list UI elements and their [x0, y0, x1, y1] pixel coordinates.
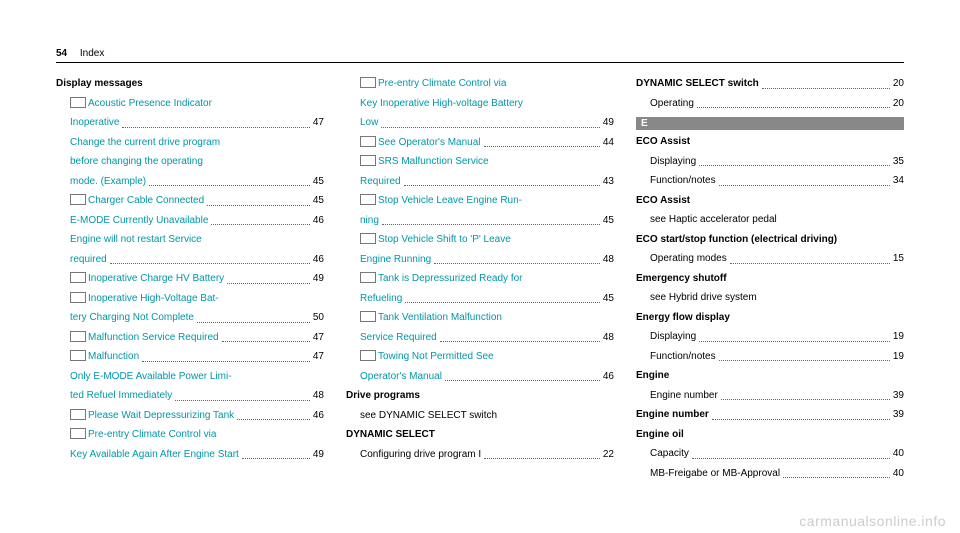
plug-icon: [70, 194, 86, 205]
index-entry: Tank is Depressurized Ready for: [346, 272, 614, 287]
see-reference: see Haptic accelerator pedal: [636, 213, 904, 228]
leader-dots: [122, 127, 309, 128]
index-entry: Inoperative47: [56, 116, 324, 131]
index-entry: tery Charging Not Complete50: [56, 311, 324, 326]
index-entry: ning45: [346, 214, 614, 229]
index-entry: Stop Vehicle Leave Engine Run‐: [346, 194, 614, 209]
index-entry: Pre-entry Climate Control via: [346, 77, 614, 92]
index-entry: Key Available Again After Engine Start49: [56, 448, 324, 463]
fuel-icon: [360, 272, 376, 283]
index-entry: Operating modes15: [636, 252, 904, 267]
index-entry: Operating20: [636, 97, 904, 112]
column-2: Pre-entry Climate Control via Key Inoper…: [346, 77, 614, 486]
index-entry: mode. (Example)45: [56, 175, 324, 190]
index-entry: Operator's Manual46: [346, 370, 614, 385]
heading-dynamic-select: DYNAMIC SELECT: [346, 428, 614, 443]
battery-icon: [70, 292, 86, 303]
index-entry: Engine number39: [636, 389, 904, 404]
index-entry: Charger Cable Connected45: [56, 194, 324, 209]
heading-eco-assist: ECO Assist: [636, 135, 904, 150]
index-entry: E-MODE Currently Unavailable46: [56, 214, 324, 229]
index-entry: MB-Freigabe or MB-Approval40: [636, 467, 904, 482]
page-title: Index: [80, 48, 104, 59]
index-entry: Refueling45: [346, 292, 614, 307]
warning-icon: [70, 97, 86, 108]
heading-energy-flow: Energy flow display: [636, 311, 904, 326]
tow-icon: [360, 350, 376, 361]
heading-engine: Engine: [636, 369, 904, 384]
index-entry: Displaying19: [636, 330, 904, 345]
heading-engine-oil: Engine oil: [636, 428, 904, 443]
climate-icon: [70, 428, 86, 439]
index-entry: Pre-entry Climate Control via: [56, 428, 324, 443]
see-reference: see Hybrid drive system: [636, 291, 904, 306]
index-entry: Engine will not restart Service: [56, 233, 324, 248]
index-entry: Inoperative Charge HV Battery49: [56, 272, 324, 287]
page-header: 54 Index: [56, 48, 904, 63]
index-entry: Service Required48: [346, 331, 614, 346]
heading-eco-start-stop: ECO start/stop function (electrical driv…: [636, 233, 904, 248]
manual-icon: [360, 136, 376, 147]
fuel-icon: [70, 409, 86, 420]
index-entry: Engine Running48: [346, 253, 614, 268]
index-entry: SRS Malfunction Service: [346, 155, 614, 170]
index-entry: Change the current drive program: [56, 136, 324, 151]
watermark: carmanualsonline.info: [799, 513, 946, 529]
section-letter-e: E: [636, 117, 904, 130]
heading-emergency-shutoff: Emergency shutoff: [636, 272, 904, 287]
index-entry: Function/notes34: [636, 174, 904, 189]
index-entry: ted Refuel Immediately48: [56, 389, 324, 404]
fuel-icon: [360, 311, 376, 322]
index-entry: Malfunction Service Required47: [56, 331, 324, 346]
column-1: Display messages Acoustic Presence Indic…: [56, 77, 324, 486]
heading-drive-programs: Drive programs: [346, 389, 614, 404]
index-entry: Displaying35: [636, 155, 904, 170]
index-entry: Key Inoperative High-voltage Battery: [346, 97, 614, 112]
heading-display-messages: Display messages: [56, 77, 324, 92]
engine-icon: [360, 233, 376, 244]
battery-icon: [70, 272, 86, 283]
index-entry: Required43: [346, 175, 614, 190]
index-entry: Acoustic Presence Indicator: [56, 97, 324, 112]
index-entry: Towing Not Permitted See: [346, 350, 614, 365]
index-entry: Low49: [346, 116, 614, 131]
index-entry: before changing the operating: [56, 155, 324, 170]
heading-eco-assist-2: ECO Assist: [636, 194, 904, 209]
index-entry: Engine number39: [636, 408, 904, 423]
see-reference: see DYNAMIC SELECT switch: [346, 409, 614, 424]
climate-icon: [360, 77, 376, 88]
plug-icon: [70, 350, 86, 361]
index-columns: Display messages Acoustic Presence Indic…: [56, 77, 904, 486]
battery-icon: [360, 194, 376, 205]
srs-icon: [360, 155, 376, 166]
engine-icon: [70, 331, 86, 342]
index-entry: Please Wait Depressurizing Tank46: [56, 409, 324, 424]
index-entry: Configuring drive program I22: [346, 448, 614, 463]
index-entry: Only E-MODE Available Power Limi‐: [56, 370, 324, 385]
index-entry: required46: [56, 253, 324, 268]
index-entry: Capacity40: [636, 447, 904, 462]
index-entry: Stop Vehicle Shift to 'P' Leave: [346, 233, 614, 248]
index-entry: DYNAMIC SELECT switch20: [636, 77, 904, 92]
index-entry: See Operator's Manual44: [346, 136, 614, 151]
index-entry: Function/notes19: [636, 350, 904, 365]
column-3: DYNAMIC SELECT switch20 Operating20 E EC…: [636, 77, 904, 486]
page-number: 54: [56, 48, 67, 59]
index-entry: Inoperative High-Voltage Bat‐: [56, 292, 324, 307]
index-entry: Tank Ventilation Malfunction: [346, 311, 614, 326]
index-entry: Malfunction47: [56, 350, 324, 365]
